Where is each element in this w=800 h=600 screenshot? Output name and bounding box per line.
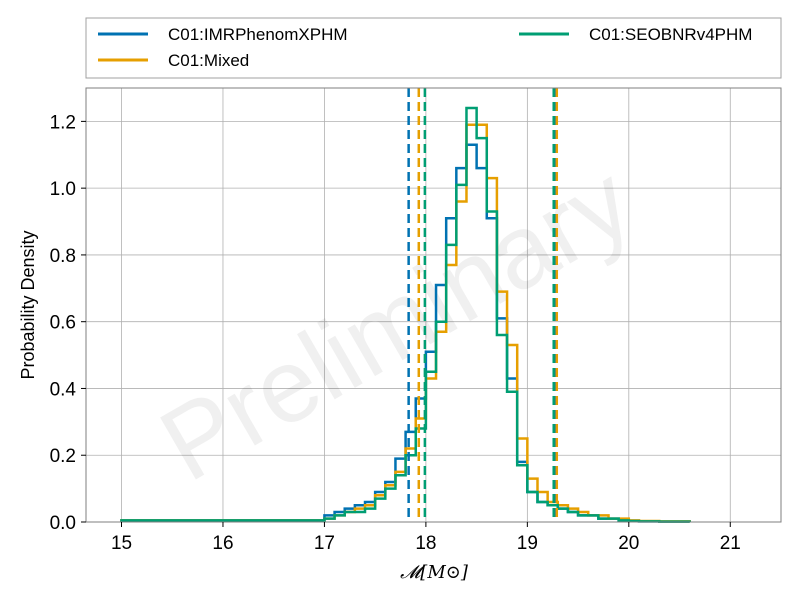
y-tick-label: 0.2 <box>50 446 76 467</box>
x-tick-label: 17 <box>314 533 335 554</box>
series-layer <box>120 106 691 523</box>
credible-interval-lines <box>407 88 559 522</box>
axes-frame <box>85 87 782 523</box>
x-tick-label: 18 <box>415 533 436 554</box>
x-tick-label: 21 <box>720 533 741 554</box>
y-axis-label: Probability Density <box>18 230 38 379</box>
y-tick-label: 0.4 <box>50 379 77 400</box>
x-axis-label: 𝓜[M⊙] <box>400 562 469 583</box>
legend-label-imrphenomxphm: C01:IMRPhenomXPHM <box>168 25 348 44</box>
legend-label-seobnrv4phm: C01:SEOBNRv4PHM <box>589 25 752 44</box>
x-tick-label: 20 <box>618 533 639 554</box>
legend: C01:IMRPhenomXPHM C01:Mixed C01:SEOBNRv4… <box>85 17 782 79</box>
y-tick-label: 0.6 <box>50 313 76 334</box>
legend-frame <box>85 17 782 79</box>
x-tick-label: 16 <box>212 533 233 554</box>
legend-label-mixed: C01:Mixed <box>168 51 249 70</box>
y-tick-label: 0.8 <box>50 246 76 267</box>
y-tick-label: 1.0 <box>50 179 76 200</box>
histogram-seobnrv4phm <box>120 106 691 523</box>
x-tick-label: 19 <box>517 533 538 554</box>
x-tick-label: 15 <box>111 533 132 554</box>
x-axis: 15 16 17 18 19 20 21 <box>111 522 741 554</box>
y-tick-label: 1.2 <box>50 112 76 133</box>
plot-area <box>86 88 781 522</box>
y-tick-label: 0.0 <box>50 513 76 534</box>
y-axis: 0.0 0.2 0.4 0.6 0.8 1.0 1.2 <box>50 112 86 534</box>
